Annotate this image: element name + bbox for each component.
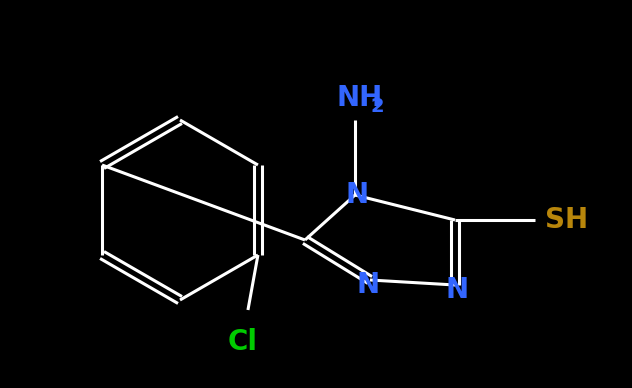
Text: N: N	[446, 276, 468, 304]
Text: N: N	[346, 181, 368, 209]
Text: NH: NH	[337, 84, 383, 112]
Text: Cl: Cl	[228, 328, 258, 356]
Text: SH: SH	[545, 206, 588, 234]
Text: 2: 2	[371, 97, 385, 116]
Text: N: N	[356, 271, 380, 299]
